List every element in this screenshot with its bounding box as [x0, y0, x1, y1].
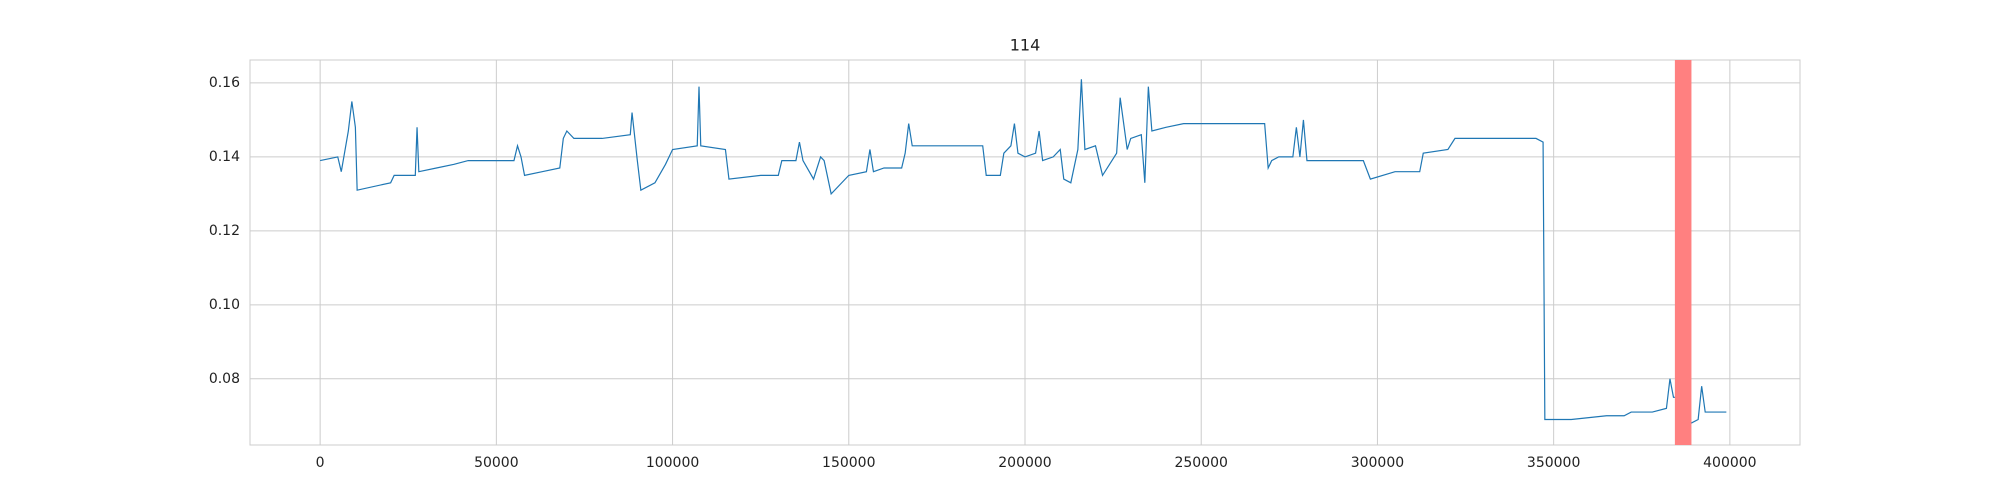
highlight-span [1674, 60, 1692, 445]
y-tick-label: 0.12 [209, 223, 240, 239]
x-tick-label: 150000 [822, 455, 875, 471]
y-tick-label: 0.16 [209, 75, 240, 91]
x-tick-label: 0 [316, 455, 325, 471]
x-tick-label: 300000 [1351, 455, 1404, 471]
plot-frame [249, 59, 1801, 446]
x-tick-label: 400000 [1703, 455, 1756, 471]
data-line [320, 79, 1727, 425]
y-tick-label: 0.14 [209, 149, 240, 165]
x-tick-label: 100000 [646, 455, 699, 471]
y-tick-label: 0.08 [209, 371, 240, 387]
chart-title: 114 [1010, 36, 1041, 55]
x-tick-label: 200000 [998, 455, 1051, 471]
x-tick-label: 350000 [1527, 455, 1580, 471]
x-tick-label: 250000 [1174, 455, 1227, 471]
x-tick-label: 50000 [474, 455, 519, 471]
y-tick-label: 0.10 [209, 297, 240, 313]
